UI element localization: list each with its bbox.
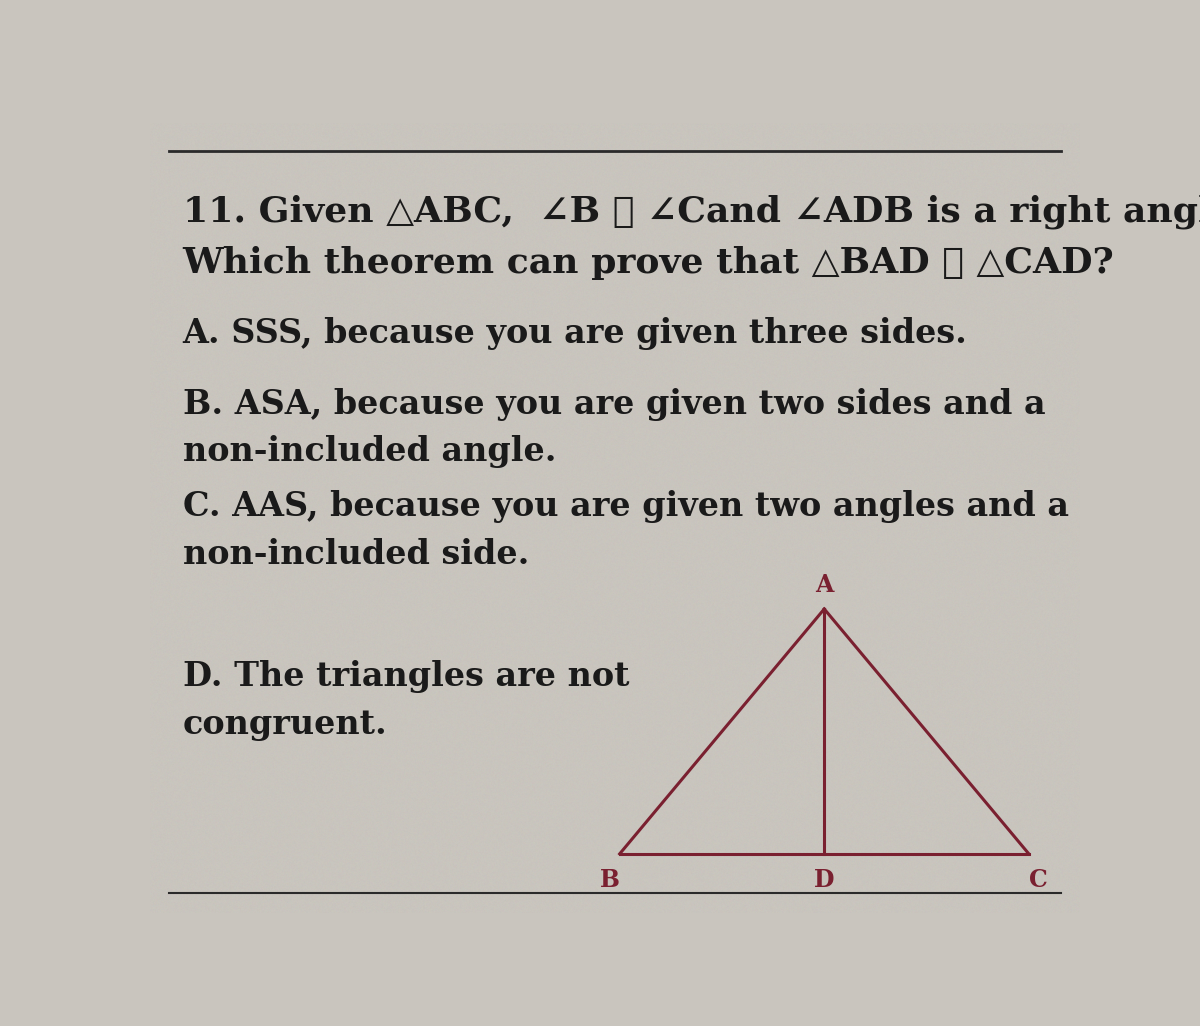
Text: non-included angle.: non-included angle. xyxy=(182,435,556,468)
Text: B: B xyxy=(600,868,620,893)
Text: A: A xyxy=(815,574,834,597)
Text: 11. Given △ABC,  ∠B ≅ ∠Cand ∠ADB is a right angle.: 11. Given △ABC, ∠B ≅ ∠Cand ∠ADB is a rig… xyxy=(182,194,1200,229)
Text: D: D xyxy=(814,868,834,893)
Text: congruent.: congruent. xyxy=(182,708,388,741)
Text: A. SSS, because you are given three sides.: A. SSS, because you are given three side… xyxy=(182,317,967,350)
Text: non-included side.: non-included side. xyxy=(182,538,529,570)
Text: C. AAS, because you are given two angles and a: C. AAS, because you are given two angles… xyxy=(182,490,1068,523)
Text: D. The triangles are not: D. The triangles are not xyxy=(182,661,629,694)
Text: C: C xyxy=(1028,868,1048,893)
Text: B. ASA, because you are given two sides and a: B. ASA, because you are given two sides … xyxy=(182,388,1045,421)
Text: Which theorem can prove that △BAD ≅ △CAD?: Which theorem can prove that △BAD ≅ △CAD… xyxy=(182,245,1115,279)
